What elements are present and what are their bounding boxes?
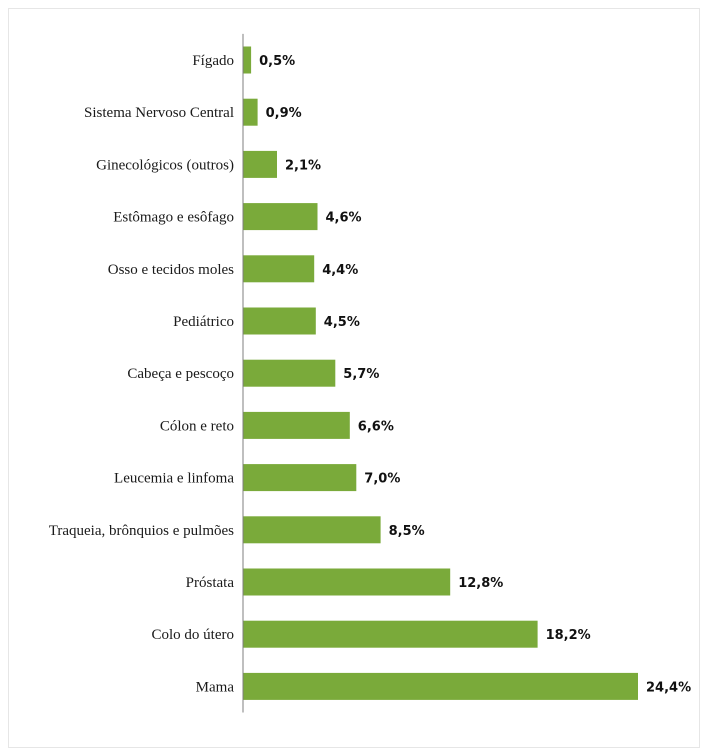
category-label-prostata: Próstata [186, 575, 235, 591]
category-label-colon-e-reto: Cólon e reto [160, 418, 234, 434]
value-label-leucemia-e-linfoma: 7,0% [364, 472, 400, 487]
category-label-ginecologicos-outros: Ginecológicos (outros) [96, 157, 234, 173]
bar-ginecologicos-outros [243, 150, 277, 178]
value-label-mama: 24,4% [646, 680, 691, 695]
value-label-sistema-nervoso-central: 0,9% [266, 106, 302, 121]
bar-colon-e-reto [243, 411, 350, 439]
chart-frame [8, 8, 700, 748]
value-label-colon-e-reto: 6,6% [358, 419, 394, 434]
value-label-prostata: 12,8% [458, 576, 503, 591]
bar-traqueia-bronquios-e-pulmoes [243, 516, 381, 544]
bar-cabeca-e-pescoco [243, 359, 336, 387]
category-label-traqueia-bronquios-e-pulmoes: Traqueia, brônquios e pulmões [49, 523, 234, 539]
category-label-figado: Fígado [192, 53, 234, 69]
bar-prostata [243, 568, 451, 596]
value-label-figado: 0,5% [259, 54, 295, 69]
value-label-colo-do-utero: 18,2% [546, 628, 591, 643]
bar-estomago-e-esofago [243, 203, 318, 231]
value-label-pediatrico: 4,5% [324, 315, 360, 330]
bar-figado [243, 46, 252, 74]
bar-osso-e-tecidos-moles [243, 255, 315, 283]
bar-mama [243, 672, 638, 700]
value-label-ginecologicos-outros: 2,1% [285, 158, 321, 173]
bars-group [243, 46, 638, 700]
category-label-colo-do-utero: Colo do útero [152, 627, 235, 643]
category-labels-group: Fígado Sistema Nervoso Central Ginecológic… [49, 53, 235, 695]
value-label-cabeca-e-pescoco: 5,7% [343, 367, 379, 382]
category-label-sistema-nervoso-central: Sistema Nervoso Central [84, 105, 234, 121]
bar-leucemia-e-linfoma [243, 464, 357, 492]
category-label-pediatrico: Pediátrico [173, 314, 234, 330]
value-label-traqueia-bronquios-e-pulmoes: 8,5% [389, 524, 425, 539]
category-label-estomago-e-esofago: Estômago e esôfago [113, 210, 234, 226]
bar-sistema-nervoso-central [243, 98, 258, 126]
bar-pediatrico [243, 307, 316, 335]
category-label-mama: Mama [196, 679, 235, 695]
value-label-osso-e-tecidos-moles: 4,4% [322, 263, 358, 278]
value-labels-group: 0,5% 0,9% 2,1% 4,6% 4,4% 4,5% 5,7% 6,6% 7,0% 8,5%… [259, 54, 691, 695]
category-label-osso-e-tecidos-moles: Osso e tecidos moles [108, 262, 234, 278]
bar-colo-do-utero [243, 620, 538, 648]
category-label-leucemia-e-linfoma: Leucemia e linfoma [114, 471, 234, 487]
category-label-cabeca-e-pescoco: Cabeça e pescoço [127, 366, 234, 382]
value-label-estomago-e-esofago: 4,6% [326, 211, 362, 226]
